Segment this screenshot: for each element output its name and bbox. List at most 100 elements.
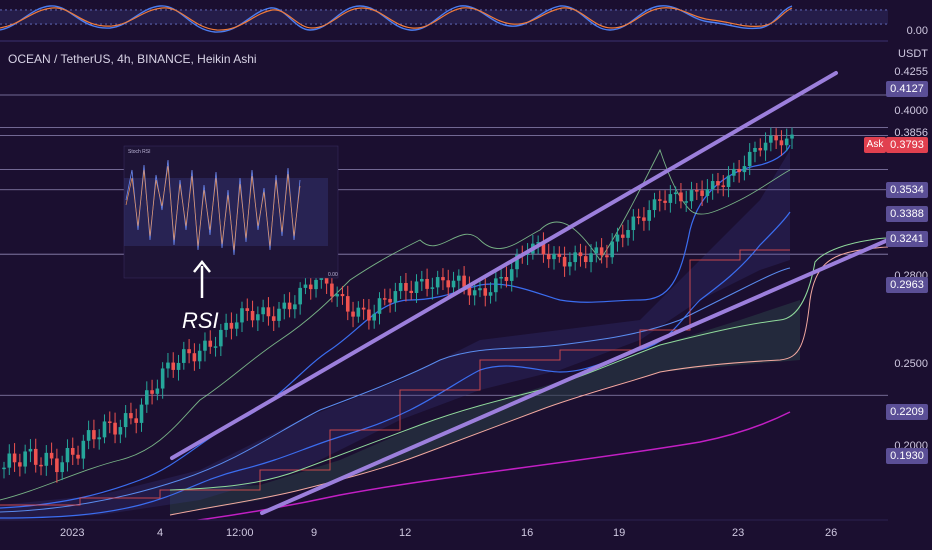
candle-body[interactable] <box>689 190 694 202</box>
candle-body[interactable] <box>293 304 297 310</box>
candle-body[interactable] <box>219 329 223 347</box>
candle-body[interactable] <box>499 277 503 279</box>
candle-body[interactable] <box>388 298 392 303</box>
candle-body[interactable] <box>2 467 6 470</box>
candle-body[interactable] <box>113 422 117 435</box>
candle-body[interactable] <box>594 247 599 254</box>
candle-body[interactable] <box>478 288 482 291</box>
candle-body[interactable] <box>763 142 768 151</box>
candle-body[interactable] <box>451 280 456 288</box>
candle-body[interactable] <box>18 462 22 467</box>
candle-body[interactable] <box>732 168 736 176</box>
candle-body[interactable] <box>673 192 678 195</box>
candle-body[interactable] <box>716 181 720 186</box>
candle-body[interactable] <box>314 279 318 290</box>
candle-body[interactable] <box>351 311 355 317</box>
candle-body[interactable] <box>583 256 588 263</box>
candle-body[interactable] <box>192 353 197 362</box>
candle-body[interactable] <box>679 192 683 202</box>
candle-body[interactable] <box>557 253 562 257</box>
candle-body[interactable] <box>615 234 620 242</box>
candle-body[interactable] <box>155 388 160 394</box>
candle-body[interactable] <box>197 350 202 362</box>
candle-body[interactable] <box>372 313 377 321</box>
candle-body[interactable] <box>636 216 641 219</box>
candle-body[interactable] <box>441 277 445 281</box>
candle-body[interactable] <box>657 199 662 201</box>
candle-body[interactable] <box>55 458 59 473</box>
candle-body[interactable] <box>578 252 583 257</box>
candle-body[interactable] <box>700 190 704 196</box>
candle-body[interactable] <box>541 242 546 255</box>
candle-body[interactable] <box>81 440 86 459</box>
candle-body[interactable] <box>472 290 477 296</box>
candle-body[interactable] <box>282 302 287 309</box>
candle-body[interactable] <box>44 452 49 466</box>
candle-body[interactable] <box>610 241 614 258</box>
candle-body[interactable] <box>60 462 64 473</box>
candle-body[interactable] <box>462 275 466 287</box>
candle-body[interactable] <box>356 307 361 317</box>
candle-body[interactable] <box>12 453 17 463</box>
candle-body[interactable] <box>562 256 567 267</box>
candle-body[interactable] <box>330 283 334 297</box>
candle-body[interactable] <box>620 234 625 238</box>
candle-body[interactable] <box>430 287 435 289</box>
candle-body[interactable] <box>144 390 149 405</box>
candle-body[interactable] <box>271 316 276 321</box>
candle-body[interactable] <box>779 140 784 146</box>
candle-body[interactable] <box>483 288 488 296</box>
candle-body[interactable] <box>742 166 747 173</box>
candle-body[interactable] <box>23 451 27 467</box>
candle-body[interactable] <box>345 296 350 312</box>
price-tag[interactable]: 0.2963 <box>886 277 928 293</box>
candle-body[interactable] <box>695 190 699 192</box>
candle-body[interactable] <box>28 448 33 452</box>
candle-body[interactable] <box>668 194 673 203</box>
candle-body[interactable] <box>536 242 540 244</box>
price-tag[interactable]: 0.2209 <box>886 404 928 420</box>
candle-body[interactable] <box>234 322 239 329</box>
candle-body[interactable] <box>182 349 186 363</box>
candle-body[interactable] <box>774 135 778 141</box>
candle-body[interactable] <box>107 421 112 423</box>
candle-body[interactable] <box>573 252 577 263</box>
candle-body[interactable] <box>409 290 414 294</box>
candle-body[interactable] <box>626 230 630 238</box>
candle-body[interactable] <box>494 278 498 293</box>
candle-body[interactable] <box>546 254 551 260</box>
candle-body[interactable] <box>33 448 38 465</box>
candle-body[interactable] <box>361 307 366 310</box>
candle-body[interactable] <box>97 437 101 440</box>
candle-body[interactable] <box>589 253 593 263</box>
candle-body[interactable] <box>568 262 572 267</box>
candle-body[interactable] <box>86 430 91 441</box>
candle-body[interactable] <box>457 275 461 281</box>
candle-body[interactable] <box>647 210 652 221</box>
candle-body[interactable] <box>515 254 519 270</box>
candle-body[interactable] <box>705 189 710 196</box>
candle-body[interactable] <box>488 292 493 296</box>
candle-body[interactable] <box>504 277 509 281</box>
candle-body[interactable] <box>139 404 144 423</box>
candle-body[interactable] <box>303 284 308 288</box>
candle-body[interactable] <box>245 308 250 311</box>
candle-body[interactable] <box>129 413 133 419</box>
candle-body[interactable] <box>224 322 228 330</box>
candle-body[interactable] <box>102 421 107 438</box>
candle-body[interactable] <box>49 452 54 459</box>
candle-body[interactable] <box>287 302 292 310</box>
candle-body[interactable] <box>187 349 191 354</box>
candle-body[interactable] <box>642 217 646 221</box>
candle-body[interactable] <box>160 368 165 389</box>
candle-body[interactable] <box>240 308 244 323</box>
candle-body[interactable] <box>256 314 260 321</box>
candle-body[interactable] <box>335 294 339 297</box>
candle-body[interactable] <box>663 200 667 203</box>
candle-body[interactable] <box>509 269 514 281</box>
candle-body[interactable] <box>92 430 96 440</box>
price-tag[interactable]: 0.3388 <box>886 206 928 222</box>
candle-body[interactable] <box>123 413 128 428</box>
candle-body[interactable] <box>398 283 403 292</box>
candle-body[interactable] <box>419 278 424 282</box>
